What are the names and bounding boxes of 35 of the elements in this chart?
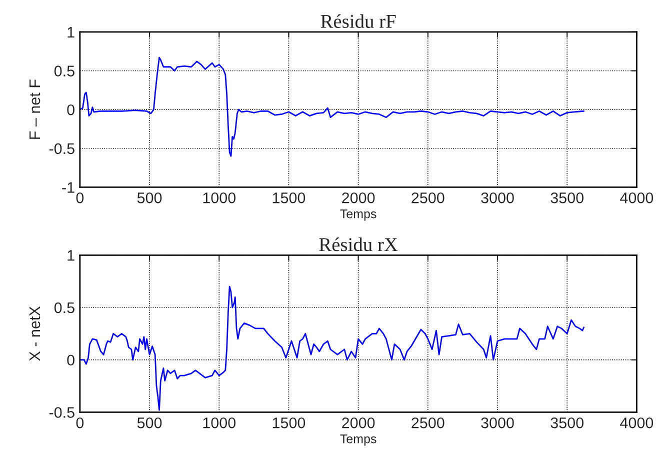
x-tick-label: 2500 [412, 192, 444, 204]
y-tick-label: 0.5 [54, 66, 74, 76]
x-tick-label: 0 [76, 192, 84, 204]
x-tick-label: 3000 [481, 192, 514, 204]
y-axis-title: X - netX [30, 306, 40, 361]
x-tick-label: 0 [76, 417, 84, 428]
y-tick-label: 1 [68, 26, 74, 38]
chart-title: Résidu rX [319, 237, 398, 252]
x-tick-label: 3500 [550, 192, 584, 204]
y-tick-label: -0.5 [49, 143, 74, 154]
line-series [80, 286, 584, 411]
x-tick-label: 1500 [272, 192, 306, 204]
x-tick-label: 4000 [620, 192, 654, 204]
y-tick-label: -1 [62, 182, 74, 193]
chart-title: Résidu rF [320, 14, 396, 28]
y-tick-label: 1 [68, 250, 74, 261]
x-tick-label: 2000 [342, 192, 375, 204]
y-tick-label: 0.5 [54, 302, 74, 314]
y-tick-label: -0.5 [49, 407, 74, 418]
y-axis-title: F – net F [30, 80, 40, 139]
x-tick-label: 1000 [203, 417, 236, 428]
x-tick-label: 2500 [412, 417, 444, 428]
y-tick-label: 0 [67, 354, 74, 366]
x-tick-label: 3000 [481, 417, 514, 428]
x-tick-label: 4000 [620, 417, 654, 428]
y-tick-label: 0 [67, 104, 74, 116]
x-tick-label: 500 [137, 192, 162, 204]
x-axis-title: Temps [340, 210, 376, 221]
x-tick-label: 3500 [550, 417, 584, 428]
x-tick-label: 500 [137, 417, 162, 428]
line-series [80, 56, 584, 157]
x-tick-label: 1000 [203, 192, 236, 204]
x-axis-title: Temps [340, 434, 376, 446]
x-tick-label: 2000 [342, 417, 375, 428]
x-tick-label: 1500 [272, 417, 306, 428]
